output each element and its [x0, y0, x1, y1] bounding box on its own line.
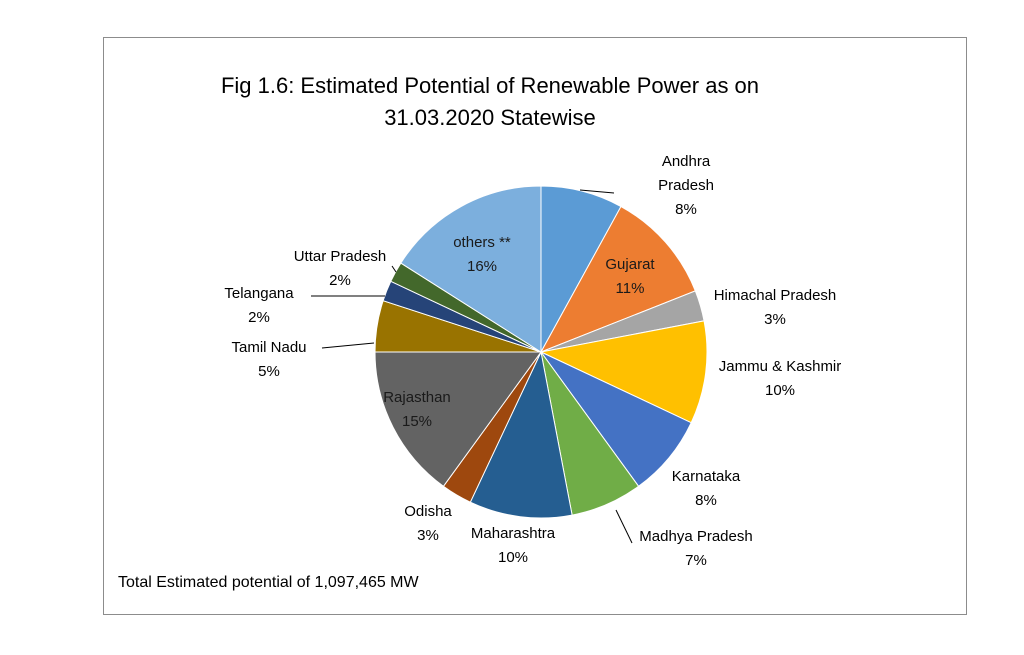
leader-line-tamil-nadu	[321, 342, 375, 349]
slice-label-himachal-pradesh: Himachal Pradesh 3%	[714, 287, 837, 328]
slice-label-jammu-kashmir: Jammu & Kashmir 10%	[719, 358, 842, 399]
chart-title-line: Fig 1.6: Estimated Potential of Renewabl…	[221, 73, 759, 98]
pie-slice-gujarat	[539, 205, 696, 353]
pie-slice-maharashtra	[469, 350, 573, 519]
pie-slice-jammu-kashmir	[539, 320, 708, 424]
chart-title: Fig 1.6: Estimated Potential of Renewabl…	[221, 73, 759, 130]
slice-label-telangana: Telangana 2%	[224, 285, 294, 326]
slice-label-gujarat: Gujarat 11%	[605, 256, 655, 297]
slice-label-madhya-pradesh: Madhya Pradesh 7%	[639, 528, 752, 569]
pie-slices	[374, 185, 708, 519]
leader-lines	[311, 189, 633, 544]
total-footnote: Total Estimated potential of 1,097,465 M…	[118, 574, 420, 591]
leader-line-madhya-pradesh	[615, 509, 633, 544]
slice-label-tamil-nadu: Tamil Nadu 5%	[231, 339, 306, 380]
pie-chart: Fig 1.6: Estimated Potential of Renewabl…	[118, 73, 841, 591]
chart-title-line: 31.03.2020 Statewise	[384, 105, 596, 130]
chart-frame: Fig 1.6: Estimated Potential of Renewabl…	[103, 37, 967, 615]
pie-slice-rajasthan	[374, 351, 542, 487]
slice-labels: Andhra Pradesh 8%Gujarat 11% Himachal Prades…	[224, 153, 841, 569]
slice-label-maharashtra: Maharashtra 10%	[471, 525, 556, 566]
slice-label-andhra-pradesh: Andhra Pradesh 8%	[658, 153, 714, 218]
slice-label-rajasthan: Rajasthan 15%	[383, 389, 451, 430]
leader-line-uttar-pradesh	[391, 265, 397, 273]
leader-line-andhra-pradesh	[579, 189, 615, 194]
slice-label-karnataka: Karnataka 8%	[672, 468, 741, 509]
pie-slice-others	[400, 185, 542, 353]
slice-label-uttar-pradesh: Uttar Pradesh 2%	[294, 248, 387, 289]
slice-label-others: others ** 16%	[453, 234, 511, 275]
slice-label-odisha: Odisha 3%	[404, 503, 452, 544]
